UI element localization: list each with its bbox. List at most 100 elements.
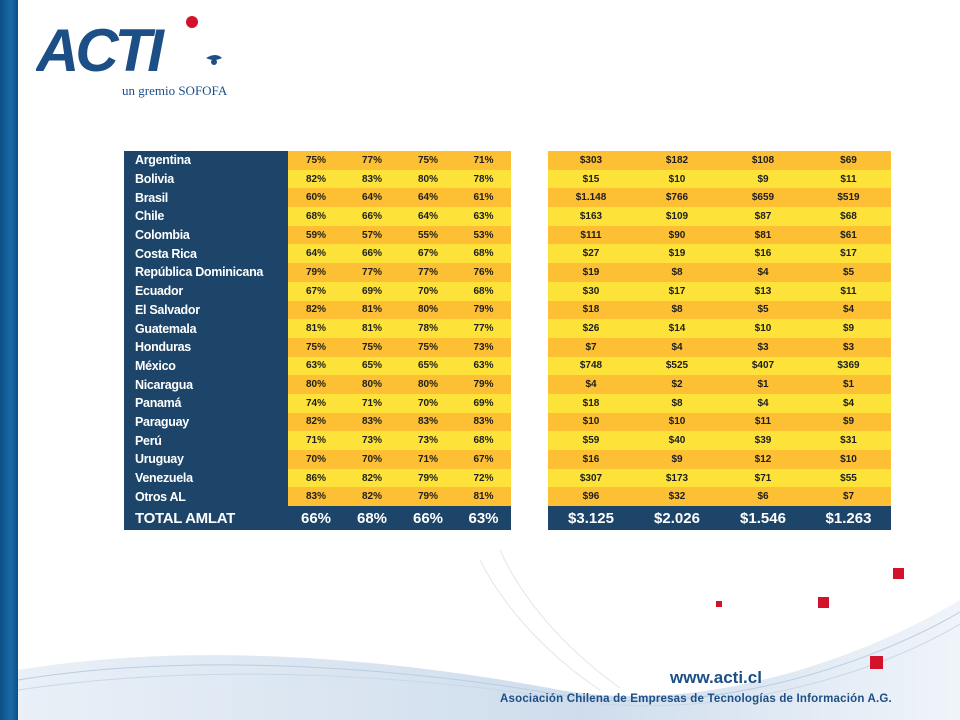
percent-cell: 65% — [400, 356, 456, 376]
value-cell: $19 — [548, 263, 634, 282]
column-separator — [284, 412, 288, 432]
value-cell: $8 — [634, 263, 720, 282]
column-separator — [284, 487, 288, 507]
percent-cell: 71% — [288, 431, 344, 450]
value-cell: $10 — [634, 169, 720, 189]
percent-cell: 69% — [456, 393, 511, 413]
percent-cell: 64% — [288, 244, 344, 264]
value-cell: $26 — [548, 319, 634, 338]
value-cell: $4 — [634, 337, 720, 357]
table-row: $18 $8 $5 $4 — [548, 300, 891, 320]
table-row: $303 $182 $108 $69 — [548, 151, 891, 170]
percent-cell: 78% — [400, 319, 456, 338]
value-cell: $3 — [806, 337, 891, 357]
percent-cell: 68% — [456, 244, 511, 264]
percent-cell: 86% — [288, 468, 344, 488]
value-cell: $18 — [548, 393, 634, 413]
column-separator — [284, 207, 288, 226]
percent-cell: 79% — [400, 487, 456, 507]
value-cell: $68 — [806, 207, 891, 226]
value-cell: $59 — [548, 431, 634, 450]
value-cell: $659 — [720, 188, 806, 208]
red-square-decoration — [716, 601, 722, 607]
percent-cell: 80% — [400, 375, 456, 394]
table-row: Ecuador 67% 69% 70% 68% — [124, 281, 511, 301]
table-row: $111 $90 $81 $61 — [548, 225, 891, 245]
country-cell: Ecuador — [124, 281, 284, 301]
percent-cell: 81% — [344, 319, 400, 338]
value-cell: $10 — [806, 450, 891, 469]
column-separator — [284, 300, 288, 320]
column-separator — [284, 169, 288, 189]
country-cell: Nicaragua — [124, 375, 284, 394]
percent-cell: 75% — [400, 337, 456, 357]
table-row: $18 $8 $4 $4 — [548, 393, 891, 413]
value-cell: $11 — [720, 412, 806, 432]
value-cell: $525 — [634, 356, 720, 376]
value-cell: $71 — [720, 468, 806, 488]
percent-cell: 77% — [456, 319, 511, 338]
table-row: $307 $173 $71 $55 — [548, 468, 891, 488]
value-cell: $407 — [720, 356, 806, 376]
percent-cell: 57% — [344, 225, 400, 245]
value-cell: $173 — [634, 468, 720, 488]
percent-cell: 77% — [400, 263, 456, 282]
percent-cell: 73% — [400, 431, 456, 450]
percent-cell: 53% — [456, 225, 511, 245]
table-row: Bolivia 82% 83% 80% 78% — [124, 169, 511, 189]
column-separator — [284, 281, 288, 301]
country-cell: Colombia — [124, 225, 284, 245]
percent-cell: 70% — [400, 281, 456, 301]
value-cell: $1 — [720, 375, 806, 394]
value-cell: $4 — [720, 263, 806, 282]
percent-cell: 74% — [288, 393, 344, 413]
column-separator — [284, 263, 288, 282]
value-cell: $182 — [634, 151, 720, 170]
website-link[interactable]: www.acti.cl — [670, 668, 762, 687]
country-cell: El Salvador — [124, 300, 284, 320]
percent-cell: 66% — [344, 244, 400, 264]
percent-cell: 82% — [288, 169, 344, 189]
value-cell: $2 — [634, 375, 720, 394]
value-cell: $90 — [634, 225, 720, 245]
percent-cell: 80% — [288, 375, 344, 394]
percent-cell: 80% — [400, 169, 456, 189]
value-cell: $30 — [548, 281, 634, 301]
value-cell: $81 — [720, 225, 806, 245]
percent-cell: 71% — [344, 393, 400, 413]
table-row: El Salvador 82% 81% 80% 79% — [124, 300, 511, 320]
percent-cell: 75% — [288, 337, 344, 357]
table-row: Venezuela 86% 82% 79% 72% — [124, 468, 511, 488]
percent-cell: 68% — [288, 207, 344, 226]
percent-cell: 64% — [400, 188, 456, 208]
percent-cell: 82% — [288, 412, 344, 432]
percent-cell: 70% — [400, 393, 456, 413]
value-cell: $369 — [806, 356, 891, 376]
table-row: $96 $32 $6 $7 — [548, 487, 891, 507]
table-row: $15 $10 $9 $11 — [548, 169, 891, 189]
percent-cell: 64% — [400, 207, 456, 226]
value-cell: $1 — [806, 375, 891, 394]
table-row: Uruguay 70% 70% 71% 67% — [124, 450, 511, 469]
percentage-table: Argentina 75% 77% 75% 71% Bolivia 82% 83% 80% 78%… — [124, 151, 511, 531]
value-cell: $31 — [806, 431, 891, 450]
percent-cell: 70% — [344, 450, 400, 469]
value-cell: $10 — [548, 412, 634, 432]
value-cell: $12 — [720, 450, 806, 469]
percent-cell: 68% — [456, 281, 511, 301]
total-value-cell: $2.026 — [634, 506, 720, 531]
percent-cell: 55% — [400, 225, 456, 245]
percent-cell: 77% — [344, 263, 400, 282]
country-cell: México — [124, 356, 284, 376]
value-cell: $55 — [806, 468, 891, 488]
table-row: $10 $10 $11 $9 — [548, 412, 891, 432]
column-separator — [284, 356, 288, 376]
table-row: $30 $17 $13 $11 — [548, 281, 891, 301]
table-row: República Dominicana 79% 77% 77% 76% — [124, 263, 511, 282]
value-cell: $163 — [548, 207, 634, 226]
percent-cell: 64% — [344, 188, 400, 208]
value-cell: $303 — [548, 151, 634, 170]
percent-cell: 83% — [344, 169, 400, 189]
table-row: Honduras 75% 75% 75% 73% — [124, 337, 511, 357]
value-cell: $9 — [720, 169, 806, 189]
